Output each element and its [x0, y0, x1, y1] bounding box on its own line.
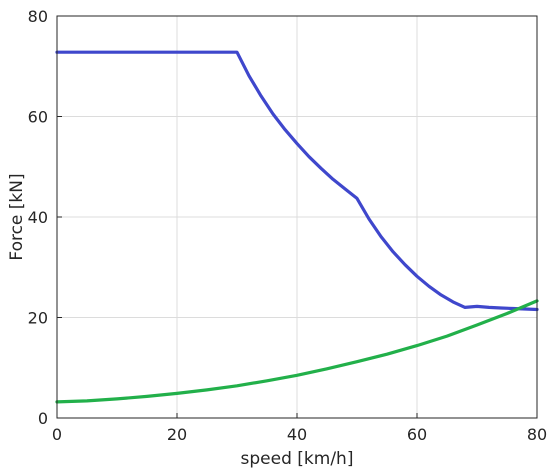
y-tick-label: 40 — [28, 208, 48, 227]
y-tick-label: 20 — [28, 309, 48, 328]
y-axis-label: Force [kN] — [7, 173, 27, 260]
y-tick-label: 0 — [38, 409, 48, 428]
y-tick-label: 60 — [28, 108, 48, 127]
grid — [57, 16, 537, 418]
x-tick-label: 20 — [167, 425, 187, 444]
x-tick-label: 0 — [52, 425, 62, 444]
series-line-2 — [55, 299, 539, 404]
x-tick-label: 80 — [527, 425, 547, 444]
y-tick-label: 80 — [28, 7, 48, 26]
series-line-1 — [55, 50, 539, 312]
x-axis-label: speed [km/h] — [241, 449, 354, 469]
x-tick-label: 60 — [407, 425, 427, 444]
axis-ticks: 0 20 40 60 80 0 20 40 60 80 — [28, 7, 548, 444]
x-tick-label: 40 — [287, 425, 307, 444]
series-lines — [55, 50, 539, 404]
